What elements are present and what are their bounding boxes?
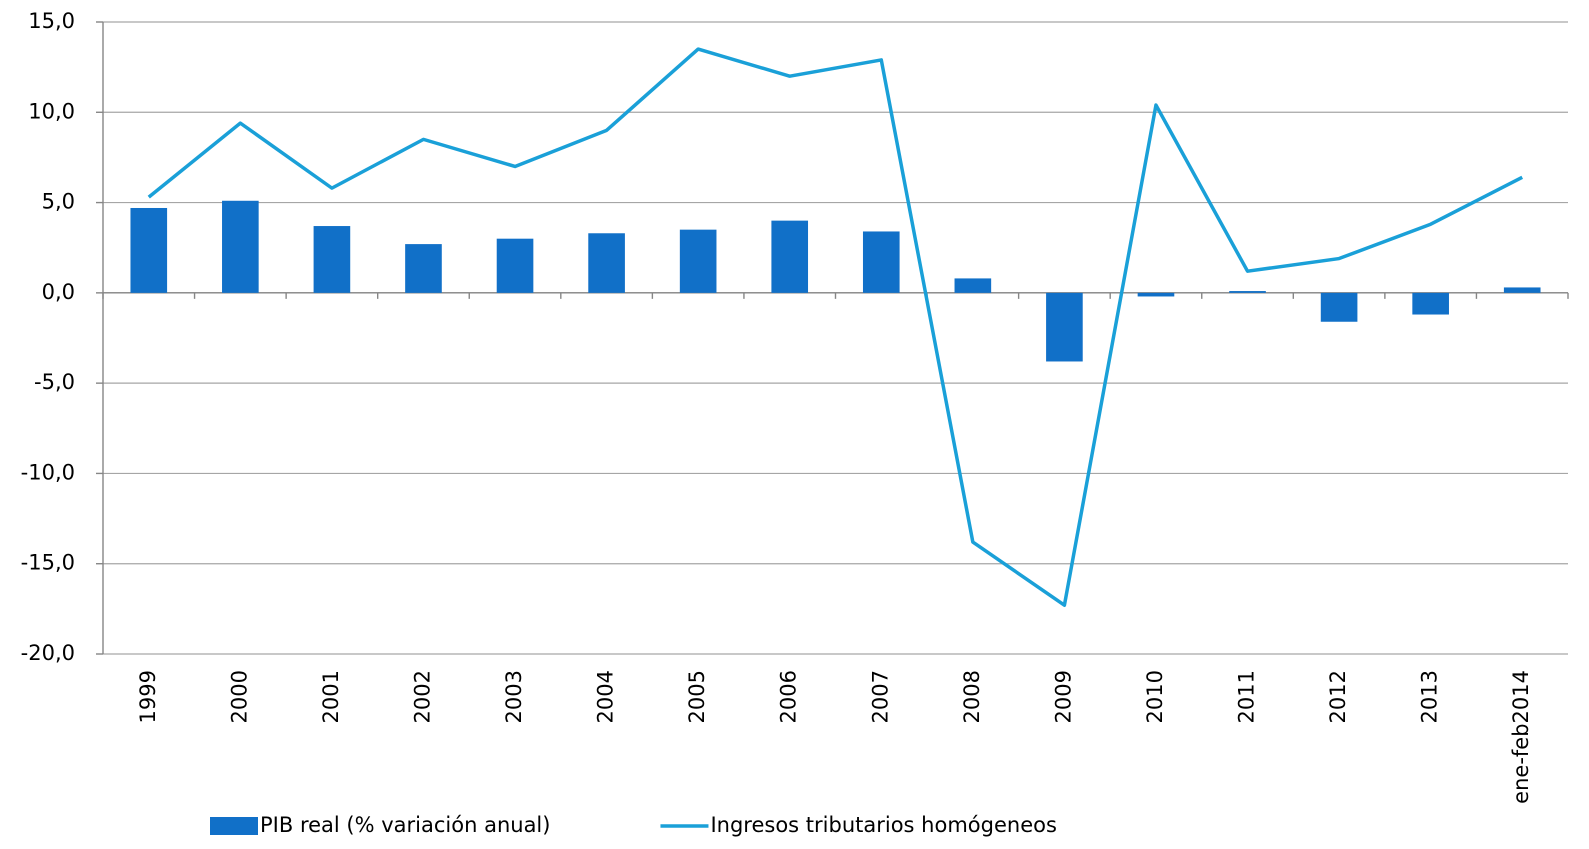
bar [1320, 292, 1358, 322]
legend-swatch [210, 817, 258, 835]
y-tick-label: -20,0 [21, 641, 75, 665]
bar [1412, 292, 1449, 315]
y-tick-label: 5,0 [42, 190, 75, 214]
x-tick-label: 2006 [777, 670, 801, 723]
y-tick-label: -5,0 [34, 370, 75, 394]
x-tick-label: 2011 [1235, 670, 1259, 723]
x-tick-label: 2003 [502, 670, 526, 723]
y-tick-label: 0,0 [42, 280, 75, 304]
bar [222, 200, 259, 293]
x-tick-label: 1999 [136, 670, 160, 723]
legend-label: PIB real (% variación anual) [260, 813, 550, 837]
x-tick-label: 2005 [685, 670, 709, 723]
x-tick-label: 2008 [960, 670, 984, 723]
x-tick-label: 2010 [1143, 670, 1167, 723]
y-tick-label: -10,0 [21, 460, 75, 484]
x-tick-label: 2009 [1051, 670, 1075, 723]
bar [1137, 292, 1175, 297]
bar [862, 231, 900, 293]
bar [1046, 292, 1083, 362]
legend-label: Ingresos tributarios homógeneos [710, 813, 1056, 837]
bar [771, 220, 809, 293]
line [147, 47, 1524, 607]
bar [588, 233, 625, 293]
y-tick-label: 15,0 [28, 9, 75, 33]
x-tick-label: 2012 [1326, 670, 1350, 723]
x-tick-label: 2013 [1418, 670, 1442, 723]
bar [313, 226, 351, 293]
bar [496, 238, 534, 293]
x-tick-label: 2002 [410, 670, 434, 723]
x-tick-label: 2004 [594, 670, 618, 723]
bar [130, 207, 168, 293]
bar [1229, 291, 1266, 293]
bar [405, 244, 442, 293]
bar [679, 229, 717, 293]
y-tick-label: -15,0 [21, 551, 75, 575]
x-tick-label: 2007 [868, 670, 892, 723]
bar [954, 278, 992, 293]
x-tick-label: ene-feb2014 [1509, 670, 1533, 804]
bar [1503, 287, 1541, 293]
x-tick-label: 2001 [319, 670, 343, 723]
y-tick-label: 10,0 [28, 99, 75, 123]
x-tick-label: 2000 [227, 670, 251, 723]
